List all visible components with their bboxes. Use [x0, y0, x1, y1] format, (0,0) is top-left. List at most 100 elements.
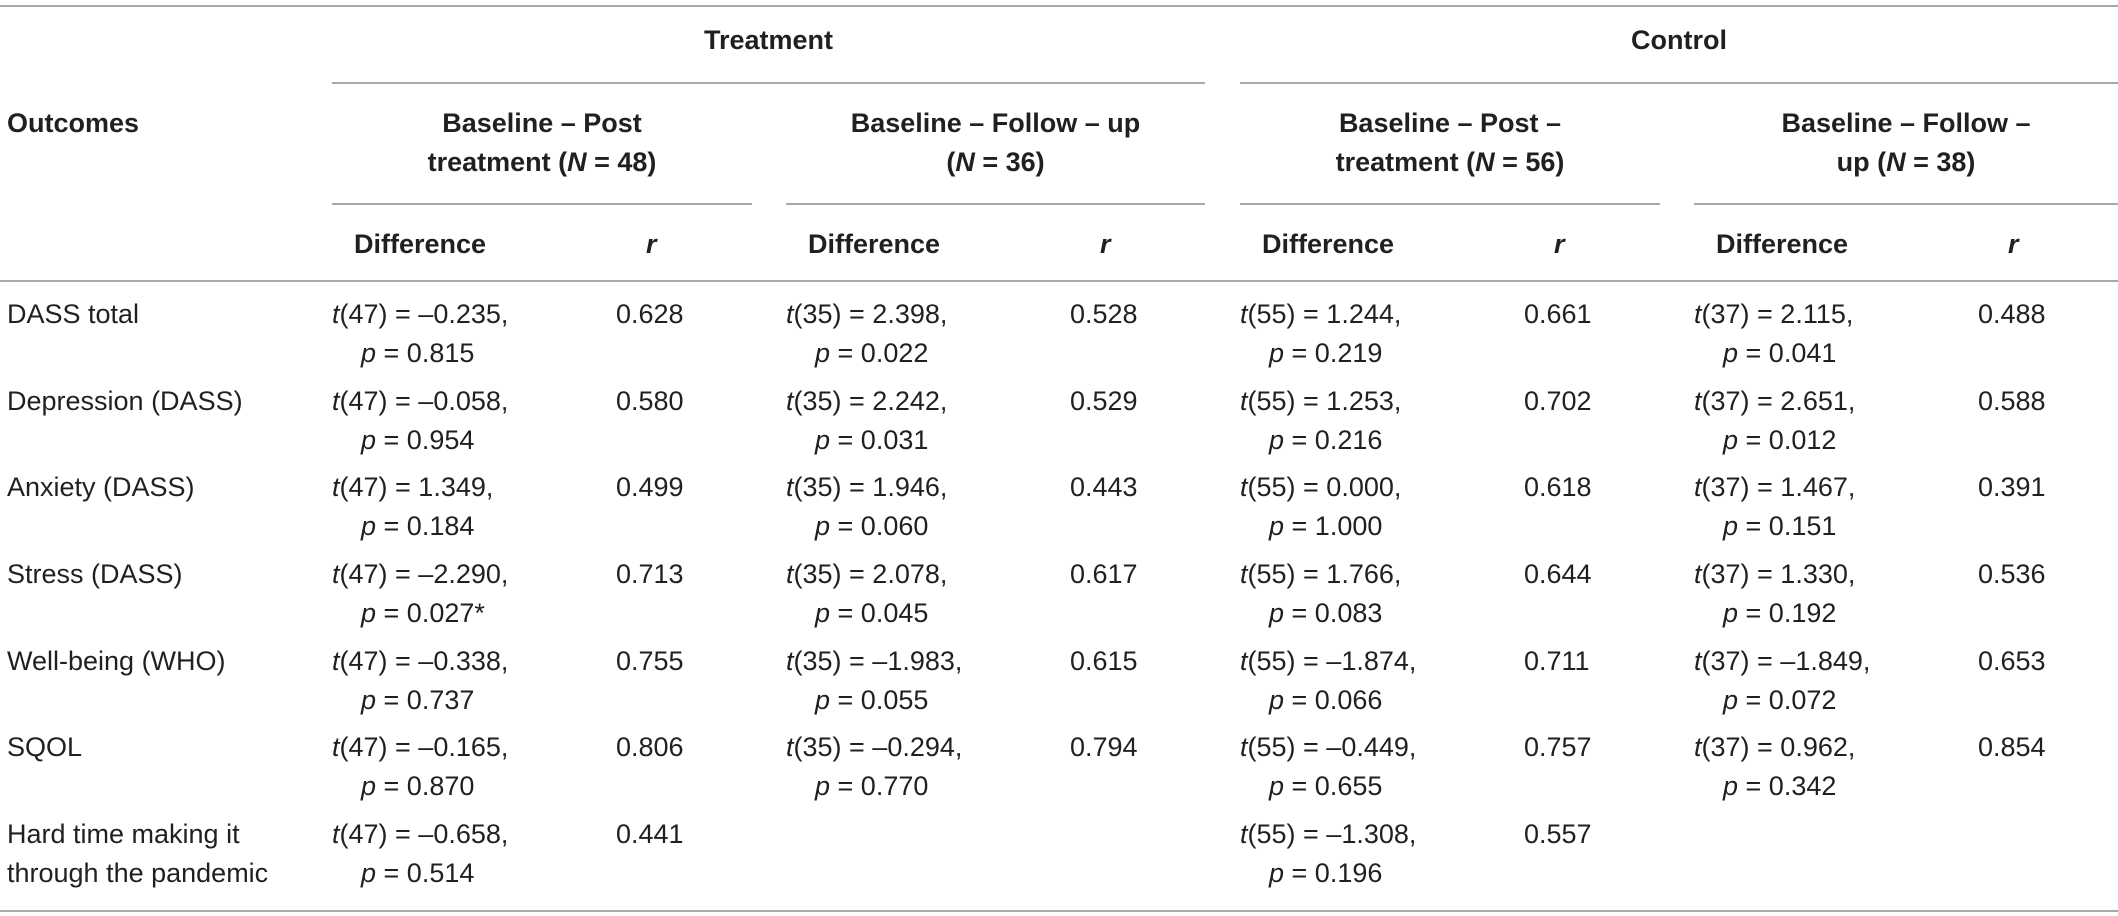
t-value: (47) = 1.349,: [339, 472, 494, 502]
p-value: = 0.055: [830, 685, 929, 715]
p-value: = 0.012: [1738, 425, 1837, 455]
table-top-rule: [0, 5, 2118, 7]
t-value: (55) = 0.000,: [1247, 472, 1402, 502]
r-value-cell: 0.628: [616, 299, 684, 329]
p-value-line: p = 0.815: [332, 334, 508, 373]
p-value: = 0.514: [376, 858, 475, 888]
t-symbol: t: [332, 472, 340, 502]
p-value-line: p = 0.655: [1240, 767, 1416, 806]
difference-cell: t(55) = 1.766, p = 0.083: [1240, 555, 1401, 633]
period-header-line1: Baseline – Follow – up: [850, 108, 1141, 138]
period-header-line1: Baseline – Follow –: [1781, 108, 2031, 138]
period-header-line2-post: = 36): [974, 147, 1045, 177]
r-value-cell: 0.443: [1070, 472, 1138, 502]
difference-cell: t(47) = –0.235, p = 0.815: [332, 295, 508, 373]
p-value: = 0.027*: [376, 598, 485, 628]
p-value: = 0.041: [1738, 338, 1837, 368]
p-symbol: p: [361, 338, 377, 368]
t-value: (35) = 2.242,: [793, 386, 948, 416]
group-header-treatment: Treatment: [703, 25, 834, 55]
test-statistic-line: t(35) = –0.294,: [786, 732, 962, 762]
t-symbol: t: [786, 299, 794, 329]
p-value-line: p = 0.192: [1694, 594, 1855, 633]
t-symbol: t: [786, 559, 794, 589]
t-symbol: t: [1694, 472, 1702, 502]
t-symbol: t: [1240, 819, 1248, 849]
t-value: (35) = 1.946,: [793, 472, 948, 502]
t-symbol: t: [332, 819, 340, 849]
table-bottom-rule: [0, 910, 2118, 912]
control-group-rule: [1240, 82, 2118, 84]
p-value: = 1.000: [1284, 511, 1383, 541]
t-symbol: t: [332, 299, 340, 329]
period-rule-1: [332, 203, 752, 205]
t-value: (37) = 2.115,: [1701, 299, 1854, 329]
difference-cell: t(55) = –1.874, p = 0.066: [1240, 642, 1416, 720]
group-header-control: Control: [1631, 25, 1727, 55]
p-value-line: p = 0.027*: [332, 594, 508, 633]
t-value: (37) = 2.651,: [1701, 386, 1856, 416]
outcome-label: SQOL: [7, 728, 82, 767]
p-value-line: p = 0.514: [332, 854, 508, 893]
p-symbol: p: [1723, 338, 1739, 368]
t-symbol: t: [1240, 472, 1248, 502]
t-symbol: t: [786, 472, 794, 502]
p-value-line: p = 0.066: [1240, 681, 1416, 720]
r-value-cell: 0.499: [616, 472, 684, 502]
p-value: = 0.066: [1284, 685, 1383, 715]
p-value-line: p = 0.041: [1694, 334, 1853, 373]
t-symbol: t: [1694, 559, 1702, 589]
outcome-label-line: SQOL: [7, 732, 83, 762]
r-value-cell: 0.557: [1524, 819, 1592, 849]
p-symbol: p: [815, 598, 831, 628]
t-symbol: t: [786, 732, 794, 762]
p-value-line: p = 0.072: [1694, 681, 1870, 720]
p-value: = 0.151: [1738, 511, 1837, 541]
p-value: = 0.954: [376, 425, 475, 455]
sample-size-letter: N: [955, 147, 975, 177]
p-value-line: p = 0.216: [1240, 421, 1401, 460]
test-statistic-line: t(55) = 0.000,: [1240, 472, 1401, 502]
t-symbol: t: [786, 386, 794, 416]
p-value: = 0.072: [1738, 685, 1837, 715]
difference-cell: t(47) = –0.165, p = 0.870: [332, 728, 508, 806]
r-column-header: r: [646, 229, 657, 259]
period-header-control-post: Baseline – Post – treatment (N = 56): [1240, 104, 1660, 182]
period-header-treatment-post: Baseline – Post treatment (N = 48): [332, 104, 752, 182]
test-statistic-line: t(37) = 2.651,: [1694, 386, 1855, 416]
r-value-cell: 0.618: [1524, 472, 1592, 502]
outcome-label-line: through the pandemic: [7, 858, 269, 888]
t-value: (55) = –1.874,: [1247, 646, 1417, 676]
p-symbol: p: [1723, 685, 1739, 715]
test-statistic-line: t(55) = –1.308,: [1240, 819, 1416, 849]
difference-cell: t(37) = 0.962, p = 0.342: [1694, 728, 1855, 806]
test-statistic-line: t(35) = 2.078,: [786, 559, 947, 589]
p-symbol: p: [361, 685, 377, 715]
p-value: = 0.219: [1284, 338, 1383, 368]
outcome-label: Anxiety (DASS): [7, 468, 195, 507]
p-value-line: p = 0.012: [1694, 421, 1855, 460]
t-symbol: t: [1240, 732, 1248, 762]
p-symbol: p: [1269, 771, 1285, 801]
outcome-label: Well-being (WHO): [7, 642, 226, 681]
outcome-label-line: Anxiety (DASS): [7, 472, 195, 502]
p-symbol: p: [1269, 425, 1285, 455]
t-value: (37) = 0.962,: [1701, 732, 1856, 762]
r-value-cell: 0.713: [616, 559, 684, 589]
p-symbol: p: [361, 425, 377, 455]
p-value: = 0.342: [1738, 771, 1837, 801]
test-statistic-line: t(37) = 1.330,: [1694, 559, 1855, 589]
test-statistic-line: t(37) = –1.849,: [1694, 646, 1870, 676]
sample-size-letter: N: [1886, 147, 1906, 177]
p-value: = 0.022: [830, 338, 929, 368]
t-symbol: t: [332, 646, 340, 676]
outcome-label-line: Hard time making it: [7, 819, 240, 849]
p-value: = 0.083: [1284, 598, 1383, 628]
t-value: (35) = 2.398,: [793, 299, 948, 329]
difference-cell: t(37) = 2.651, p = 0.012: [1694, 382, 1855, 460]
r-value-cell: 0.441: [616, 819, 684, 849]
outcome-label-line: Stress (DASS): [7, 559, 183, 589]
period-header-line1: Baseline – Post –: [1338, 108, 1562, 138]
r-value-cell: 0.580: [616, 386, 684, 416]
test-statistic-line: t(37) = 2.115,: [1694, 299, 1853, 329]
